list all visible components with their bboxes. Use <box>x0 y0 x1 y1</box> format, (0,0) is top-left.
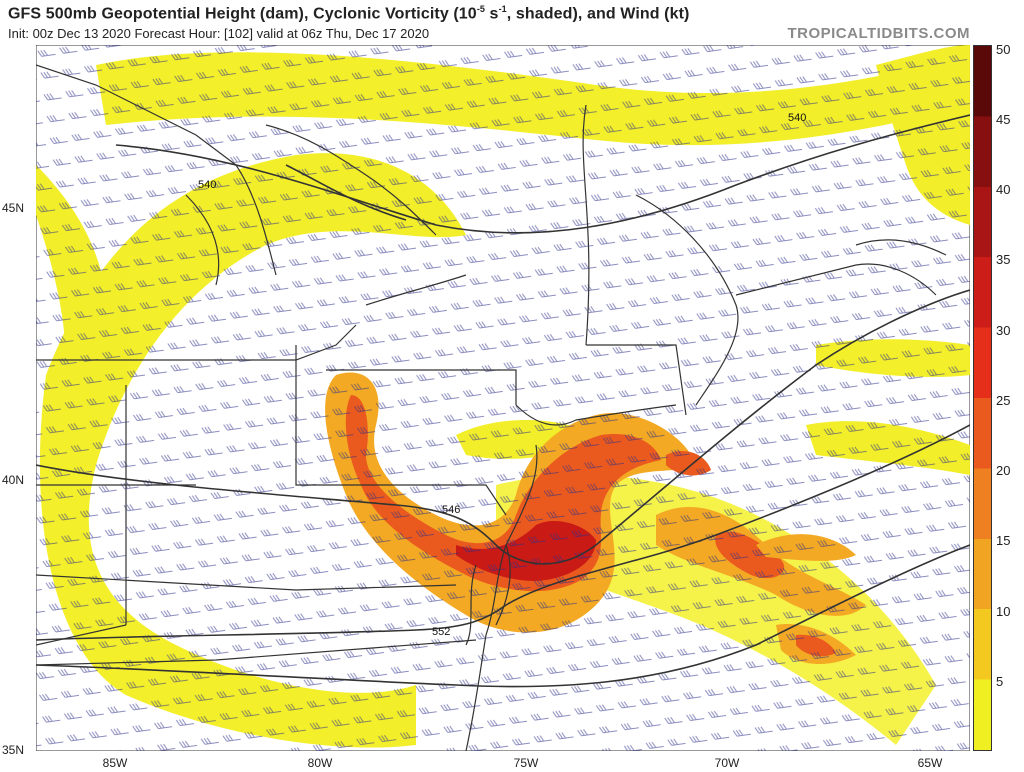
colorbar-tick-label: 35 <box>996 252 1011 268</box>
vorticity-colorbar <box>973 45 992 751</box>
contour-label-540-east: 540 <box>788 112 806 124</box>
wind-barbs <box>36 45 970 751</box>
weather-map: 540 540 546 552 <box>36 45 970 751</box>
lat-label-45n: 45N <box>2 201 25 215</box>
colorbar-tick-label: 30 <box>996 322 1011 338</box>
colorbar-tick-label: 45 <box>996 111 1011 127</box>
height-contours <box>36 114 970 688</box>
colorbar-tick-label: 10 <box>996 603 1011 619</box>
contour-labels: 540 540 546 552 <box>198 112 806 638</box>
colorbar-tick-label: 15 <box>996 533 1011 549</box>
brand-watermark: TROPICALTIDBITS.COM <box>787 25 970 42</box>
colorbar-tick-label: 25 <box>996 392 1011 408</box>
colorbar-tick-label: 40 <box>996 182 1011 197</box>
lon-label-80w: 80W <box>307 756 333 770</box>
lon-label-85w: 85W <box>102 756 128 770</box>
colorbar-tick-label: 5 <box>996 673 1004 689</box>
lat-label-35n: 35N <box>2 743 25 757</box>
colorbar-tick-label: 50 <box>996 41 1011 57</box>
lon-label-75w: 75W <box>513 756 539 770</box>
lon-label-70w: 70W <box>714 756 740 770</box>
colorbar-tick-label: 20 <box>996 463 1011 478</box>
contour-label-552: 552 <box>432 626 450 638</box>
lat-label-40n: 40N <box>2 473 25 487</box>
contour-label-540-west: 540 <box>198 179 216 191</box>
map-subtitle: Init: 00z Dec 13 2020 Forecast Hour: [10… <box>8 26 430 41</box>
map-title: GFS 500mb Geopotential Height (dam), Cyc… <box>8 4 690 23</box>
lon-label-65w: 65W <box>917 756 943 770</box>
contour-label-546: 546 <box>442 504 460 516</box>
